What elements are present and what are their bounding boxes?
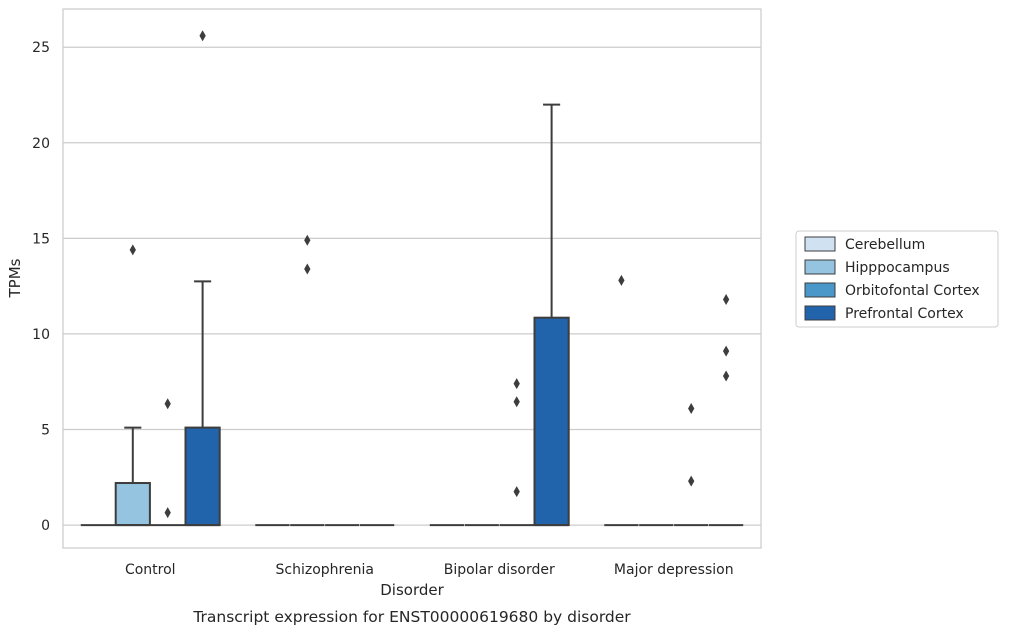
outlier-point xyxy=(199,30,206,42)
outlier-point xyxy=(688,402,695,414)
x-axis: Control Schizophrenia Bipolar disorder Majo… xyxy=(125,562,734,578)
legend-swatch xyxy=(804,305,836,321)
outlier-point xyxy=(722,370,730,382)
plot-frame xyxy=(62,8,762,549)
y-tick-label: 15 xyxy=(32,231,50,247)
x-axis-label: Disorder xyxy=(380,581,444,599)
box xyxy=(533,316,570,527)
outlier-point xyxy=(304,234,311,246)
legend-label: Cerebellum xyxy=(845,237,925,253)
legend-label: Prefrontal Cortex xyxy=(845,306,964,322)
outlier-point xyxy=(164,398,171,410)
y-tick-label: 10 xyxy=(32,327,50,343)
chart-caption: Transcript expression for ENST0000061968… xyxy=(192,608,631,626)
outlier-point xyxy=(722,294,730,306)
legend-frame xyxy=(795,230,999,328)
y-tick-label: 25 xyxy=(32,40,50,56)
outlier-point xyxy=(722,345,730,357)
outlier-point xyxy=(513,396,520,408)
legend: Cerebellum Hipppocampus Orbitofontal Corte… xyxy=(795,230,999,328)
legend-label: Orbitofontal Cortex xyxy=(845,283,980,299)
plot-area xyxy=(80,30,744,527)
outlier-point xyxy=(618,274,625,286)
y-tick-label: 20 xyxy=(32,136,50,152)
legend-swatch xyxy=(804,282,836,298)
outlier-point xyxy=(129,244,136,256)
outlier-point xyxy=(304,263,311,275)
x-tick-label: Schizophrenia xyxy=(276,562,374,578)
outlier-point xyxy=(513,486,520,498)
box xyxy=(114,482,151,527)
y-axis-label: TPMs xyxy=(6,258,24,298)
grid-lines xyxy=(63,46,761,526)
x-tick-label: Major depression xyxy=(614,562,734,578)
outlier-point xyxy=(688,475,695,487)
legend-swatch xyxy=(804,236,836,252)
outlier-point xyxy=(164,507,171,519)
x-tick-label: Bipolar disorder xyxy=(444,562,555,578)
y-axis: 0 5 10 15 20 25 xyxy=(32,40,50,534)
box xyxy=(184,426,221,527)
legend-label: Hipppocampus xyxy=(845,260,950,276)
y-tick-label: 5 xyxy=(41,422,50,438)
y-tick-label: 0 xyxy=(41,518,50,534)
outlier-point xyxy=(513,378,520,390)
legend-swatch xyxy=(804,259,836,275)
x-tick-label: Control xyxy=(125,562,176,578)
